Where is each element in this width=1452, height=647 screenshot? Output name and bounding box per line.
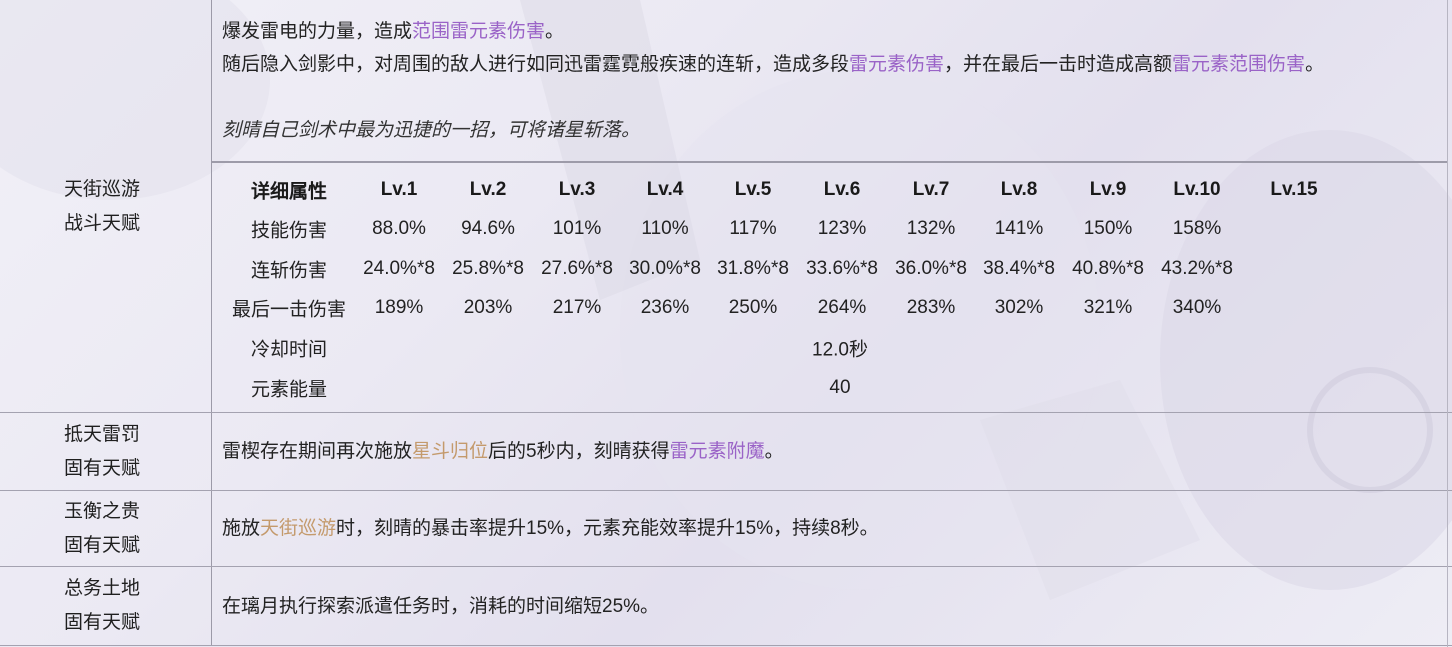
description-line-2: 随后隐入剑影中，对周围的敌人进行如同迅雷霆霓般疾速的连斩，造成多段雷元素伤害，并… [222, 54, 1325, 75]
table-row-label: 连斩伤害 [250, 260, 328, 282]
table-cell: 302% [994, 297, 1044, 318]
divider [212, 161, 1448, 163]
talent-name-cell: 天街巡游 战斗天赋 [0, 0, 212, 412]
table-cell: 38.4%*8 [983, 258, 1055, 279]
table-cell: 31.8%*8 [717, 258, 789, 279]
talent-row-passive-1: 抵天雷罚 固有天赋 雷楔存在期间再次施放星斗归位后的5秒内，刻晴获得雷元素附魔。 [0, 413, 1452, 490]
description-line-1: 爆发雷电的力量，造成范围雷元素伤害。 [222, 21, 565, 42]
table-cell: 88.0% [372, 218, 426, 239]
talent-description: 爆发雷电的力量，造成范围雷元素伤害。 随后隐入剑影中，对周围的敌人进行如同迅雷霆… [212, 0, 1452, 412]
talent-type: 战斗天赋 [64, 213, 141, 234]
table-cell: 30.0%*8 [629, 258, 701, 279]
table-header-level: Lv.4 [646, 179, 684, 200]
table-header-level: Lv.1 [380, 179, 418, 200]
talent-type: 固有天赋 [64, 612, 141, 633]
flavor-quote: 刻晴自己剑术中最为迅捷的一招，可将诸星斩落。 [222, 120, 641, 141]
cooldown-label: 冷却时间 [250, 339, 328, 361]
attribute-table: 详细属性 Lv.1 Lv.2 Lv.3 Lv.4 Lv.5 Lv.6 Lv.7 … [212, 170, 1452, 410]
table-cell: 236% [640, 297, 690, 318]
skill-link[interactable]: 星斗归位 [412, 441, 489, 462]
talent-name-cell: 总务土地 固有天赋 [0, 567, 212, 645]
energy-value: 40 [829, 377, 851, 398]
table-header-level: Lv.15 [1270, 179, 1318, 200]
table-border [1447, 0, 1448, 647]
talent-description: 雷楔存在期间再次施放星斗归位后的5秒内，刻晴获得雷元素附魔。 [222, 441, 784, 462]
talent-description: 在璃月执行探索派遣任务时，消耗的时间缩短25%。 [222, 595, 660, 617]
table-cell: 123% [817, 218, 867, 239]
table-header-level: Lv.5 [734, 179, 772, 200]
table-header-level: Lv.6 [823, 179, 861, 200]
talent-row-passive-3: 总务土地 固有天赋 在璃月执行探索派遣任务时，消耗的时间缩短25%。 [0, 567, 1452, 645]
table-cell: 250% [728, 297, 778, 318]
talent-name: 总务土地 [64, 578, 141, 599]
talent-row-burst: 天街巡游 战斗天赋 爆发雷电的力量，造成范围雷元素伤害。 随后隐入剑影中，对周围… [0, 0, 1452, 412]
talent-name: 玉衡之贵 [64, 500, 141, 522]
table-cell: 36.0%*8 [895, 258, 967, 279]
talent-row-passive-2: 玉衡之贵 固有天赋 施放天街巡游时，刻晴的暴击率提升15%，元素充能效率提升15… [0, 491, 1452, 566]
table-cell: 217% [552, 297, 602, 318]
skill-link[interactable]: 天街巡游 [260, 518, 337, 539]
table-cell: 25.8%*8 [452, 258, 524, 279]
table-cell: 158% [1172, 218, 1222, 239]
talent-name: 抵天雷罚 [64, 423, 141, 445]
table-header-level: Lv.9 [1089, 179, 1127, 200]
table-cell: 132% [906, 218, 956, 239]
table-header-level: Lv.2 [469, 179, 507, 200]
table-cell: 340% [1172, 297, 1222, 318]
divider [0, 566, 1452, 567]
table-row-label: 最后一击伤害 [231, 299, 347, 321]
table-cell: 40.8%*8 [1072, 258, 1144, 279]
table-header-level: Lv.8 [1000, 179, 1038, 200]
table-cell: 33.6%*8 [806, 258, 878, 279]
table-cell: 141% [994, 218, 1044, 239]
electro-keyword[interactable]: 范围雷元素伤害 [412, 21, 546, 42]
table-header-level: Lv.3 [558, 179, 596, 200]
table-row-label: 技能伤害 [250, 220, 328, 242]
table-cell: 43.2%*8 [1161, 258, 1233, 279]
table-cell: 189% [374, 297, 424, 318]
table-cell: 117% [729, 218, 777, 239]
electro-keyword[interactable]: 雷元素范围伤害 [1172, 54, 1306, 75]
table-cell: 321% [1083, 297, 1133, 318]
table-header-level: Lv.7 [912, 179, 950, 200]
table-cell: 24.0%*8 [363, 258, 435, 279]
talent-name-cell: 抵天雷罚 固有天赋 [0, 413, 212, 490]
table-cell: 94.6% [461, 218, 515, 239]
divider [0, 490, 1452, 491]
table-cell: 203% [463, 297, 513, 318]
table-cell: 283% [906, 297, 956, 318]
table-cell: 264% [817, 297, 867, 318]
table-cell: 150% [1083, 218, 1133, 239]
talent-name-cell: 玉衡之贵 固有天赋 [0, 491, 212, 566]
talent-description: 施放天街巡游时，刻晴的暴击率提升15%，元素充能效率提升15%，持续8秒。 [222, 518, 879, 539]
table-cell: 27.6%*8 [541, 258, 613, 279]
table-header-label: 详细属性 [250, 181, 328, 203]
talent-type: 固有天赋 [64, 534, 141, 556]
table-cell: 101% [552, 218, 602, 239]
talent-type: 固有天赋 [64, 457, 141, 479]
divider [0, 645, 1452, 646]
electro-keyword[interactable]: 雷元素伤害 [849, 54, 945, 75]
energy-label: 元素能量 [250, 379, 328, 401]
table-cell: 110% [641, 218, 689, 239]
table-header-level: Lv.10 [1173, 179, 1221, 200]
divider [0, 412, 1452, 413]
talent-name: 天街巡游 [64, 179, 141, 200]
cooldown-value: 12.0秒 [812, 339, 868, 361]
electro-keyword[interactable]: 雷元素附魔 [669, 441, 765, 462]
